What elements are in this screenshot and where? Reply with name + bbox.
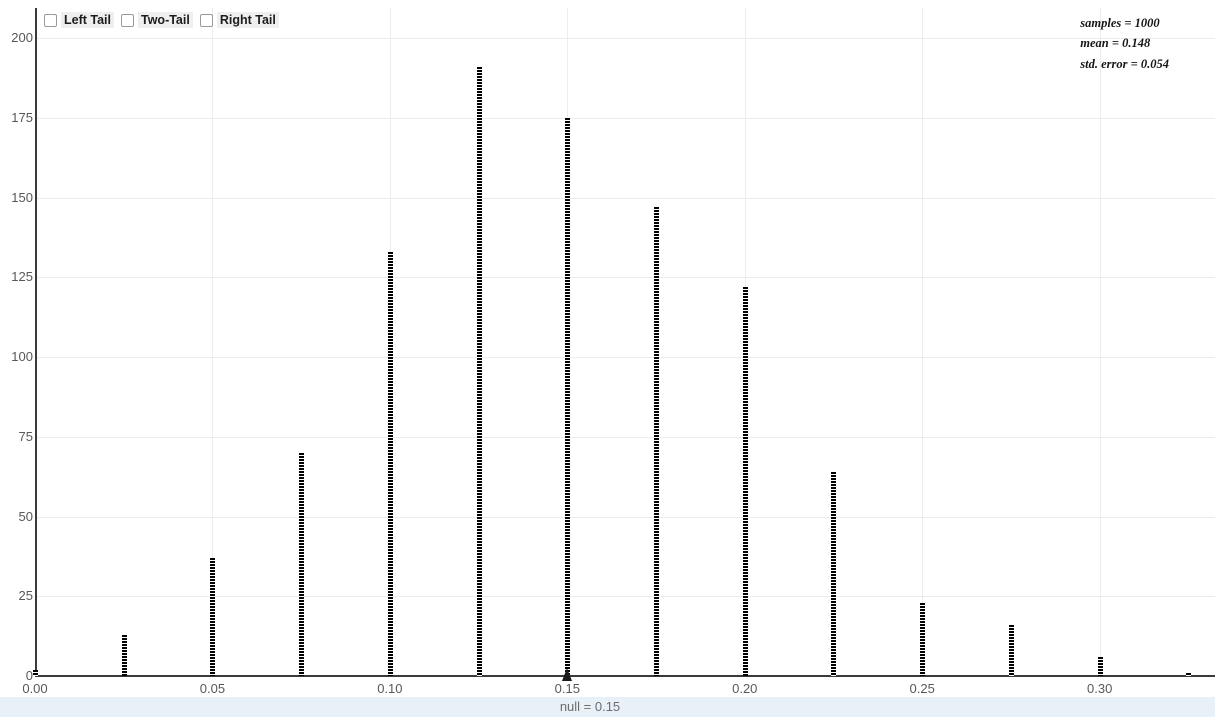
distribution-plot: 0 25 50 75 100 125 150 175 200 0.00 0.05 0.10 0.15 0…	[0, 0, 1215, 697]
null-value-marker	[562, 668, 573, 681]
dotplot-column	[121, 634, 127, 676]
x-axis-tick-label: 0.00	[22, 681, 48, 696]
y-axis-line	[35, 8, 37, 677]
gridline-horizontal	[37, 596, 1215, 598]
tail-selection-toolbar: Left Tail Two-Tail Right Tail	[44, 12, 279, 29]
dotplot-column	[654, 207, 660, 676]
gridline-horizontal	[37, 436, 1215, 438]
y-axis-tick-label: 25	[18, 588, 33, 604]
stat-mean: mean = 0.148	[1080, 36, 1151, 51]
dotplot-column	[33, 669, 38, 676]
y-axis-tick-label: 0	[25, 668, 33, 683]
gridline-horizontal	[37, 277, 1215, 279]
gridline-vertical	[212, 8, 214, 675]
dotplot-column	[299, 452, 305, 676]
dotplot-column	[831, 471, 837, 676]
two-tail-checkbox-icon[interactable]	[121, 13, 134, 27]
dotplot-column	[565, 117, 571, 676]
x-axis-tick-label: 0.25	[909, 681, 935, 696]
y-axis-labels: 0 25 50 75 100 125 150 175 200	[0, 0, 33, 697]
y-axis-tick-label: 75	[18, 428, 33, 444]
x-axis-tick-label: 0.05	[199, 681, 226, 696]
y-axis-tick-label: 200	[11, 30, 33, 45]
y-axis-tick-label: 50	[18, 508, 33, 524]
two-tail-label: Two-Tail	[138, 12, 193, 29]
right-tail-label: Right Tail	[216, 12, 279, 29]
footer-strip	[0, 697, 1215, 717]
gridline-horizontal	[37, 516, 1215, 518]
dotplot-column	[476, 66, 482, 676]
y-axis-tick-label: 125	[11, 269, 33, 285]
dotplot-column	[1186, 672, 1192, 676]
statistics-readout: samples = 1000 mean = 0.148 std. error =…	[1080, 13, 1169, 74]
gridline-horizontal	[37, 357, 1215, 358]
gridline-horizontal	[37, 38, 1215, 39]
gridline-horizontal	[37, 117, 1215, 119]
dotplot-column	[210, 557, 216, 676]
dotplot-column	[920, 602, 926, 676]
y-axis-tick-label: 150	[11, 189, 33, 205]
dotplot-columns	[33, 66, 1192, 676]
tail-option-right[interactable]: Right Tail	[199, 12, 279, 29]
gridline-vertical	[1099, 8, 1101, 675]
dotplot-column	[1097, 656, 1103, 676]
left-tail-checkbox-icon[interactable]	[44, 13, 57, 27]
dotplot-column	[387, 251, 393, 676]
x-axis-line	[35, 675, 1215, 677]
y-axis-tick-label: 175	[11, 109, 33, 125]
x-axis-tick-label: 0.10	[377, 681, 403, 696]
stat-samples: samples = 1000	[1080, 16, 1160, 30]
dotplot-column	[1008, 624, 1014, 676]
stat-std-error: std. error = 0.054	[1080, 56, 1169, 71]
dotplot-column	[742, 286, 748, 676]
tail-option-two[interactable]: Two-Tail	[121, 12, 193, 29]
x-axis-tick-label: 0.30	[1087, 681, 1113, 696]
y-axis-tick-label: 100	[11, 349, 33, 364]
null-hypothesis-label: null = 0.15	[559, 699, 621, 714]
gridline-horizontal	[37, 197, 1215, 199]
x-axis-tick-label: 0.20	[732, 681, 758, 696]
x-axis-tick-label: 0.15	[554, 681, 580, 696]
tail-option-left[interactable]: Left Tail	[44, 12, 114, 29]
left-tail-label: Left Tail	[61, 12, 114, 29]
gridline-vertical	[922, 8, 924, 675]
right-tail-checkbox-icon[interactable]	[199, 13, 213, 27]
